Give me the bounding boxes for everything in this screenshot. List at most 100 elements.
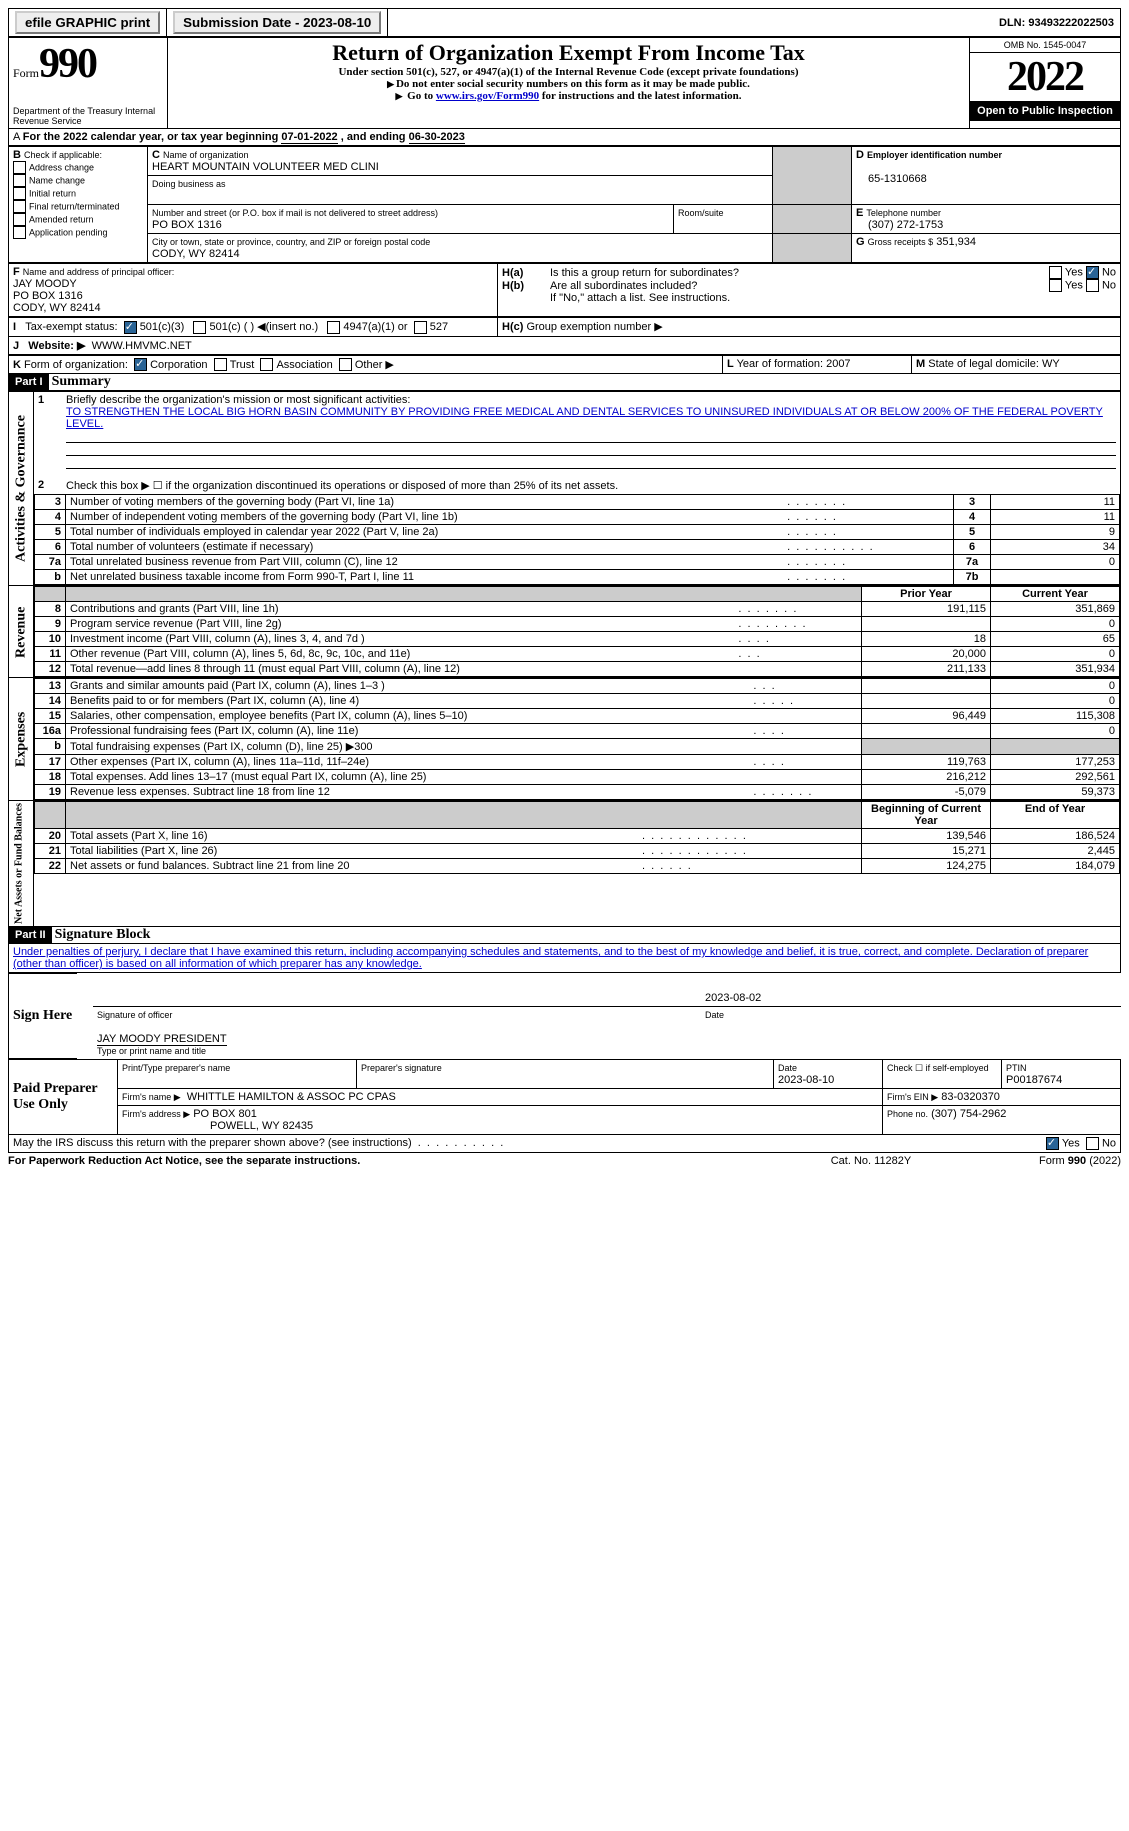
hb-note: If "No," attach a list. See instructions…	[502, 292, 1116, 304]
ha-label: Is this a group return for subordinates?	[550, 267, 1049, 279]
part1-header: Part I Summary	[8, 374, 1121, 391]
form-title: Return of Organization Exempt From Incom…	[172, 40, 965, 66]
501c-check[interactable]	[193, 321, 206, 334]
gross-label: Gross receipts $	[868, 237, 934, 247]
omb: OMB No. 1545-0047	[970, 38, 1120, 53]
form-org-label: Form of organization:	[24, 359, 128, 371]
top-bar: efile GRAPHIC print Submission Date - 20…	[8, 8, 1121, 37]
website: WWW.HMVMC.NET	[92, 340, 192, 352]
ein: 65-1310668	[856, 173, 927, 185]
submission-date-button[interactable]: Submission Date - 2023-08-10	[173, 11, 381, 34]
dba-label: Doing business as	[152, 179, 226, 189]
mission-text[interactable]: TO STRENGTHEN THE LOCAL BIG HORN BASIN C…	[66, 406, 1103, 430]
room-label: Room/suite	[678, 208, 724, 218]
footer: For Paperwork Reduction Act Notice, see …	[8, 1153, 1121, 1169]
dept-treasury: Department of the Treasury Internal Reve…	[13, 106, 163, 126]
org-name: HEART MOUNTAIN VOLUNTEER MED CLINI	[152, 161, 379, 173]
firm-addr2: POWELL, WY 82435	[122, 1120, 313, 1132]
street-label: Number and street (or P.O. box if mail i…	[152, 208, 438, 218]
section-rev: Revenue	[9, 586, 34, 678]
527-check[interactable]	[414, 321, 427, 334]
form-number: Form990	[13, 40, 163, 88]
discuss-yes[interactable]	[1046, 1137, 1059, 1150]
firm-ein: 83-0320370	[941, 1091, 1000, 1103]
firm-phone: (307) 754-2962	[931, 1108, 1006, 1120]
q1-label: Briefly describe the organization's miss…	[66, 394, 410, 406]
line-a: A For the 2022 calendar year, or tax yea…	[8, 129, 1121, 146]
form-header: Form990 Department of the Treasury Inter…	[8, 37, 1121, 129]
sign-here: Sign Here 2023-08-02 Signature of office…	[8, 973, 1121, 1059]
subtitle-1: Under section 501(c), 527, or 4947(a)(1)…	[172, 66, 965, 78]
discuss-no[interactable]	[1086, 1137, 1099, 1150]
other-check[interactable]	[339, 358, 352, 371]
jurat: Under penalties of perjury, I declare th…	[8, 944, 1121, 973]
hb-yes[interactable]	[1049, 279, 1062, 292]
summary-ag-table: 3Number of voting members of the governi…	[34, 494, 1120, 585]
f-h-block: F Name and address of principal officer:…	[8, 263, 1121, 317]
501c3-check[interactable]	[124, 321, 137, 334]
ha-no[interactable]	[1086, 266, 1099, 279]
addr-change-check[interactable]	[13, 161, 26, 174]
section-na: Net Assets or Fund Balances	[9, 801, 34, 927]
part2-header: Part II Signature Block	[8, 927, 1121, 944]
subtitle-3: Go to www.irs.gov/Form990 for instructio…	[172, 90, 965, 102]
firm-name: WHITTLE HAMILTON & ASSOC PC CPAS	[187, 1091, 396, 1103]
prep-date: 2023-08-10	[778, 1074, 834, 1086]
open-to-public: Open to Public Inspection	[970, 101, 1120, 121]
tax-status-label: Tax-exempt status:	[25, 321, 117, 333]
officer-label: Name and address of principal officer:	[23, 267, 174, 277]
year-formation: 2007	[826, 358, 850, 370]
assoc-check[interactable]	[260, 358, 273, 371]
ha-yes[interactable]	[1049, 266, 1062, 279]
b-label: Check if applicable:	[24, 150, 102, 160]
section-ag: Activities & Governance	[9, 392, 34, 586]
q2: Check this box ▶ ☐ if the organization d…	[66, 479, 1116, 492]
4947-check[interactable]	[327, 321, 340, 334]
discuss-row: May the IRS discuss this return with the…	[8, 1135, 1121, 1153]
app-pending-check[interactable]	[13, 226, 26, 239]
ein-label: Employer identification number	[867, 150, 1002, 160]
officer-addr2: CODY, WY 82414	[13, 302, 101, 314]
k-l-m: K Form of organization: Corporation Trus…	[8, 355, 1121, 375]
final-return-check[interactable]	[13, 200, 26, 213]
summary-na-table: Beginning of Current YearEnd of Year 20T…	[34, 801, 1120, 874]
amended-check[interactable]	[13, 213, 26, 226]
tax-year: 2022	[970, 53, 1120, 101]
gross-receipts: 351,934	[936, 236, 976, 248]
i-j-block: I Tax-exempt status: 501(c)(3) 501(c) ( …	[8, 317, 1121, 355]
city: CODY, WY 82414	[152, 248, 240, 260]
hb-no[interactable]	[1086, 279, 1099, 292]
subtitle-2: Do not enter social security numbers on …	[172, 78, 965, 90]
officer-typed: JAY MOODY PRESIDENT	[97, 1033, 227, 1046]
officer-name: JAY MOODY	[13, 278, 77, 290]
hc-label: Group exemption number ▶	[526, 321, 662, 333]
org-name-label: Name of organization	[163, 150, 249, 160]
initial-return-check[interactable]	[13, 187, 26, 200]
city-label: City or town, state or province, country…	[152, 237, 430, 247]
phone-label: Telephone number	[866, 208, 941, 218]
summary-rev-table: Prior YearCurrent Year 8Contributions an…	[34, 586, 1120, 677]
officer-addr1: PO BOX 1316	[13, 290, 83, 302]
self-employed: Check ☐ if self-employed	[887, 1063, 989, 1073]
trust-check[interactable]	[214, 358, 227, 371]
firm-addr1: PO BOX 801	[193, 1108, 257, 1120]
paid-preparer: Paid Preparer Use Only Print/Type prepar…	[8, 1059, 1121, 1135]
summary-exp-table: 13Grants and similar amounts paid (Part …	[34, 678, 1120, 800]
ptin: P00187674	[1006, 1074, 1062, 1086]
hb-label: Are all subordinates included?	[550, 280, 1049, 292]
irs-link[interactable]: www.irs.gov/Form990	[436, 90, 539, 102]
sig-date: 2023-08-02	[701, 974, 1121, 1007]
phone: (307) 272-1753	[856, 219, 943, 231]
efile-print-button[interactable]: efile GRAPHIC print	[15, 11, 160, 34]
header-block: B Check if applicable: Address change Na…	[8, 146, 1121, 263]
state-label: State of legal domicile:	[928, 358, 1039, 370]
part1-body: Activities & Governance 1 Briefly descri…	[8, 391, 1121, 927]
year-formation-label: Year of formation:	[737, 358, 823, 370]
state: WY	[1042, 358, 1060, 370]
corp-check[interactable]	[134, 358, 147, 371]
dln: DLN: 93493222022503	[993, 15, 1120, 31]
name-change-check[interactable]	[13, 174, 26, 187]
section-exp: Expenses	[9, 678, 34, 801]
street: PO BOX 1316	[152, 219, 222, 231]
website-label: Website: ▶	[28, 340, 85, 352]
